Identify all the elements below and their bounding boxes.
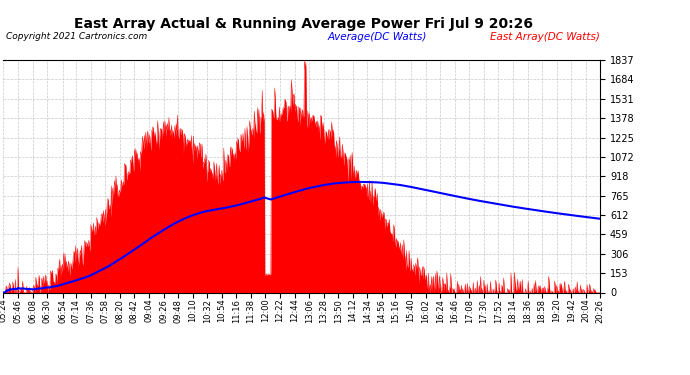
Text: East Array Actual & Running Average Power Fri Jul 9 20:26: East Array Actual & Running Average Powe… (74, 17, 533, 31)
Text: Copyright 2021 Cartronics.com: Copyright 2021 Cartronics.com (6, 32, 147, 41)
Text: East Array(DC Watts): East Array(DC Watts) (490, 32, 600, 42)
Text: Average(DC Watts): Average(DC Watts) (328, 32, 427, 42)
